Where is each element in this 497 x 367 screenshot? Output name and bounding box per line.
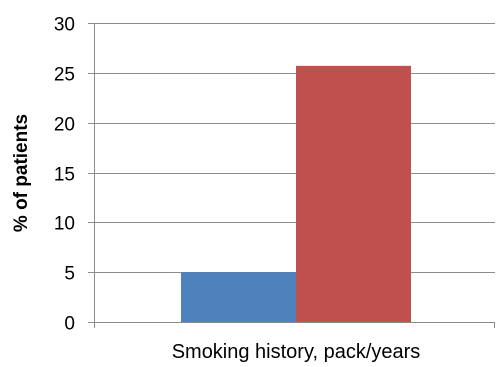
y-tick-label-20: 20	[54, 115, 75, 136]
y-tick-label-10: 10	[54, 214, 75, 235]
y-tick-label-0: 0	[64, 314, 75, 335]
y-tick-label-25: 25	[54, 65, 75, 86]
x-axis-title: Smoking history, pack/years	[172, 341, 421, 363]
axes	[88, 23, 495, 328]
y-tick-labels: 0 5 10 15 20 25 30	[54, 15, 75, 335]
y-tick-label-15: 15	[54, 165, 75, 186]
gridlines	[94, 23, 495, 273]
y-tick-label-5: 5	[64, 264, 75, 285]
bar-series-2	[296, 65, 411, 323]
bars	[181, 65, 411, 323]
y-tick-label-30: 30	[54, 15, 75, 36]
bar-series-1	[181, 272, 296, 322]
y-axis-title: % of patients	[11, 114, 32, 232]
